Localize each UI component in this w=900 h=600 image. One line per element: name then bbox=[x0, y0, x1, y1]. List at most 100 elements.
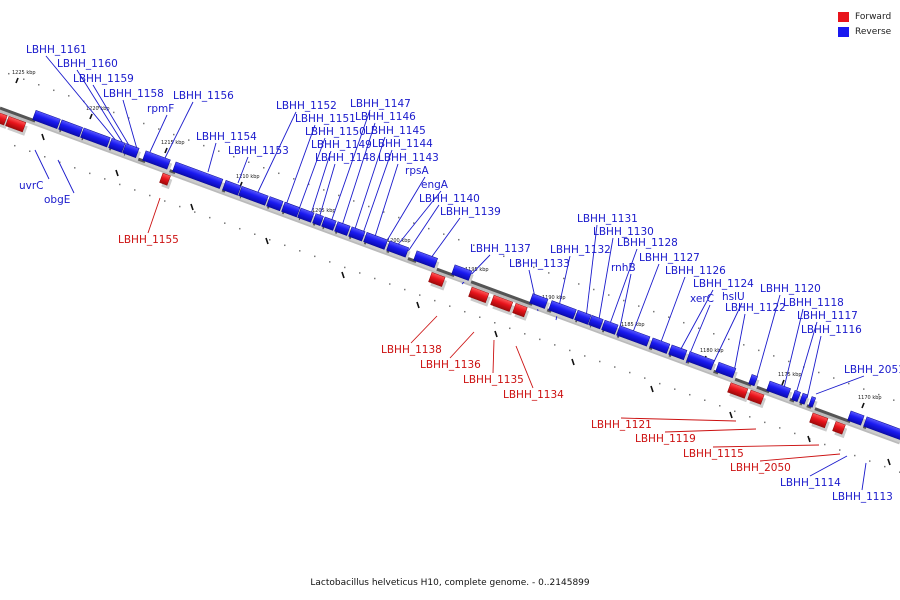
axis-tick-label: 1185 kbp bbox=[621, 322, 645, 328]
minor-tick bbox=[389, 283, 391, 285]
gene-label: LBHH_1133 bbox=[509, 258, 570, 270]
minor-tick bbox=[263, 167, 265, 169]
minor-tick bbox=[23, 78, 25, 80]
axis-tick-label: 1195 kbp bbox=[465, 267, 489, 273]
gene-label: LBHH_1118 bbox=[783, 297, 844, 309]
minor-tick bbox=[149, 194, 151, 197]
major-tick bbox=[164, 147, 168, 154]
gene-label: LBHH_1128 bbox=[617, 237, 678, 249]
gene-leader-line bbox=[782, 308, 804, 393]
gene-body bbox=[58, 119, 83, 138]
gene-leader-line bbox=[733, 313, 746, 373]
gene-body bbox=[748, 374, 758, 387]
minor-tick bbox=[629, 371, 631, 374]
gene-body bbox=[312, 213, 324, 227]
axis-tick-label: 1190 kbp bbox=[542, 295, 566, 301]
forward-swatch bbox=[838, 11, 849, 22]
gene-body bbox=[766, 380, 791, 399]
major-tick bbox=[807, 435, 811, 443]
gene-body bbox=[281, 201, 301, 218]
minor-tick bbox=[734, 410, 736, 413]
gene-label: LBHH_1131 bbox=[577, 213, 638, 225]
gene-label: LBHH_1139 bbox=[440, 206, 501, 218]
gene-leader-line bbox=[147, 197, 161, 234]
gene-leader-line bbox=[329, 109, 371, 226]
gene-leader-line bbox=[371, 163, 399, 247]
minor-tick bbox=[863, 388, 865, 390]
minor-tick bbox=[824, 443, 826, 446]
gene-leader-line bbox=[585, 224, 598, 319]
axis-tick-label: 1205 kbp bbox=[312, 208, 336, 214]
minor-tick bbox=[74, 167, 76, 169]
reverse-gene-glyph bbox=[548, 300, 579, 323]
gene-label: LBHH_1159 bbox=[73, 73, 134, 85]
reverse-gene-glyph bbox=[281, 201, 302, 221]
reverse-gene-glyph bbox=[616, 325, 652, 351]
gene-leader-line bbox=[92, 84, 131, 148]
gene-body bbox=[715, 361, 737, 379]
minor-tick bbox=[614, 366, 616, 368]
minor-tick bbox=[578, 283, 580, 285]
reverse-gene-glyph bbox=[222, 180, 243, 200]
minor-tick bbox=[173, 133, 175, 136]
major-tick bbox=[416, 301, 420, 309]
gene-label: LBHH_1155 bbox=[118, 234, 179, 246]
minor-tick bbox=[704, 399, 706, 401]
minor-tick bbox=[89, 172, 91, 175]
reverse-gene-glyph bbox=[791, 389, 803, 406]
minor-tick bbox=[653, 310, 655, 313]
gene-body bbox=[297, 207, 315, 223]
minor-tick bbox=[269, 239, 271, 241]
minor-tick bbox=[539, 338, 541, 341]
minor-tick bbox=[848, 382, 850, 385]
minor-tick bbox=[194, 211, 196, 213]
forward-gene-glyph bbox=[428, 272, 447, 291]
gene-label: LBHH_1151 bbox=[295, 113, 356, 125]
minor-tick bbox=[434, 299, 436, 302]
minor-tick bbox=[128, 117, 130, 119]
reverse-gene-glyph bbox=[649, 337, 672, 358]
minor-tick bbox=[209, 216, 211, 219]
gene-leader-line bbox=[317, 163, 336, 223]
minor-tick bbox=[608, 294, 610, 296]
gene-label: LBHH_1115 bbox=[683, 448, 744, 460]
gene-label: LBHH_1158 bbox=[103, 88, 164, 100]
minor-tick bbox=[323, 189, 325, 191]
minor-tick bbox=[533, 266, 535, 269]
minor-tick bbox=[8, 72, 10, 75]
gene-body bbox=[490, 294, 514, 312]
gene-body bbox=[601, 319, 619, 335]
minor-tick bbox=[314, 255, 316, 258]
gene-label: LBHH_1146 bbox=[355, 111, 416, 123]
gene-leader-line bbox=[709, 302, 743, 371]
gene-leader-line bbox=[657, 276, 686, 351]
gene-label: hslU bbox=[722, 291, 745, 303]
gene-body bbox=[413, 250, 438, 269]
axis-tick-label: 1225 kbp bbox=[12, 70, 36, 76]
minor-tick bbox=[464, 310, 466, 313]
major-tick bbox=[89, 113, 93, 120]
reverse-gene-glyph bbox=[172, 161, 225, 193]
minor-tick bbox=[818, 371, 820, 374]
gene-leader-line bbox=[45, 55, 119, 144]
gene-label: rpmF bbox=[147, 103, 174, 115]
minor-tick bbox=[854, 454, 856, 457]
gene-label: rnhB bbox=[611, 262, 636, 274]
gene-label: LBHH_1137 bbox=[470, 243, 531, 255]
gene-leader-line bbox=[712, 444, 820, 448]
minor-tick bbox=[338, 194, 340, 197]
minor-tick bbox=[779, 427, 781, 429]
gene-body bbox=[529, 293, 549, 309]
minor-tick bbox=[218, 150, 220, 152]
minor-tick bbox=[458, 238, 460, 241]
minor-tick bbox=[413, 222, 415, 224]
reverse-gene-glyph bbox=[529, 293, 550, 313]
gene-leader-line bbox=[754, 294, 781, 385]
gene-label: LBHH_1135 bbox=[463, 374, 524, 386]
minor-tick bbox=[329, 261, 331, 263]
major-tick bbox=[781, 379, 785, 386]
gene-label: uvrC bbox=[19, 180, 44, 192]
gene-leader-line bbox=[515, 345, 534, 389]
legend-reverse-row: Reverse bbox=[838, 24, 891, 39]
